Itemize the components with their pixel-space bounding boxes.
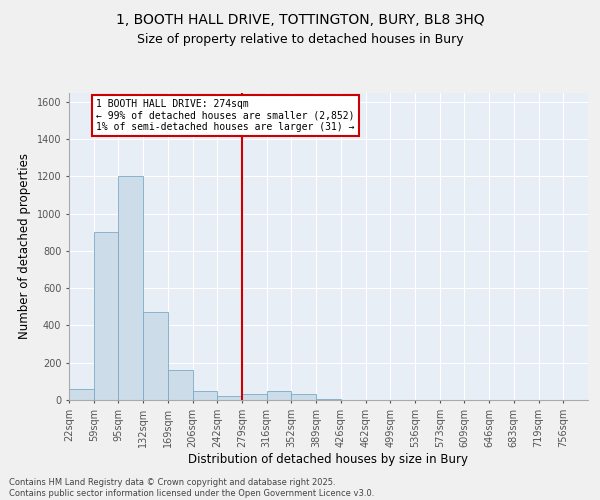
Bar (292, 394, 316, 400)
Text: 1, BOOTH HALL DRIVE, TOTTINGTON, BURY, BL8 3HQ: 1, BOOTH HALL DRIVE, TOTTINGTON, BURY, B… (116, 12, 484, 26)
Bar (94, 232, 118, 400)
Text: Contains HM Land Registry data © Crown copyright and database right 2025.
Contai: Contains HM Land Registry data © Crown c… (9, 478, 374, 498)
X-axis label: Distribution of detached houses by size in Bury: Distribution of detached houses by size … (188, 452, 469, 466)
Bar (69, 389, 94, 400)
Bar (242, 394, 267, 400)
Bar (168, 370, 193, 400)
Bar (193, 390, 217, 400)
Text: 1 BOOTH HALL DRIVE: 274sqm
← 99% of detached houses are smaller (2,852)
1% of se: 1 BOOTH HALL DRIVE: 274sqm ← 99% of deta… (96, 100, 355, 132)
Y-axis label: Number of detached properties: Number of detached properties (18, 153, 31, 339)
Bar (143, 312, 168, 400)
Bar (217, 396, 242, 400)
Bar (316, 399, 341, 400)
Bar (267, 390, 292, 400)
Bar (118, 176, 143, 400)
Text: Size of property relative to detached houses in Bury: Size of property relative to detached ho… (137, 32, 463, 46)
